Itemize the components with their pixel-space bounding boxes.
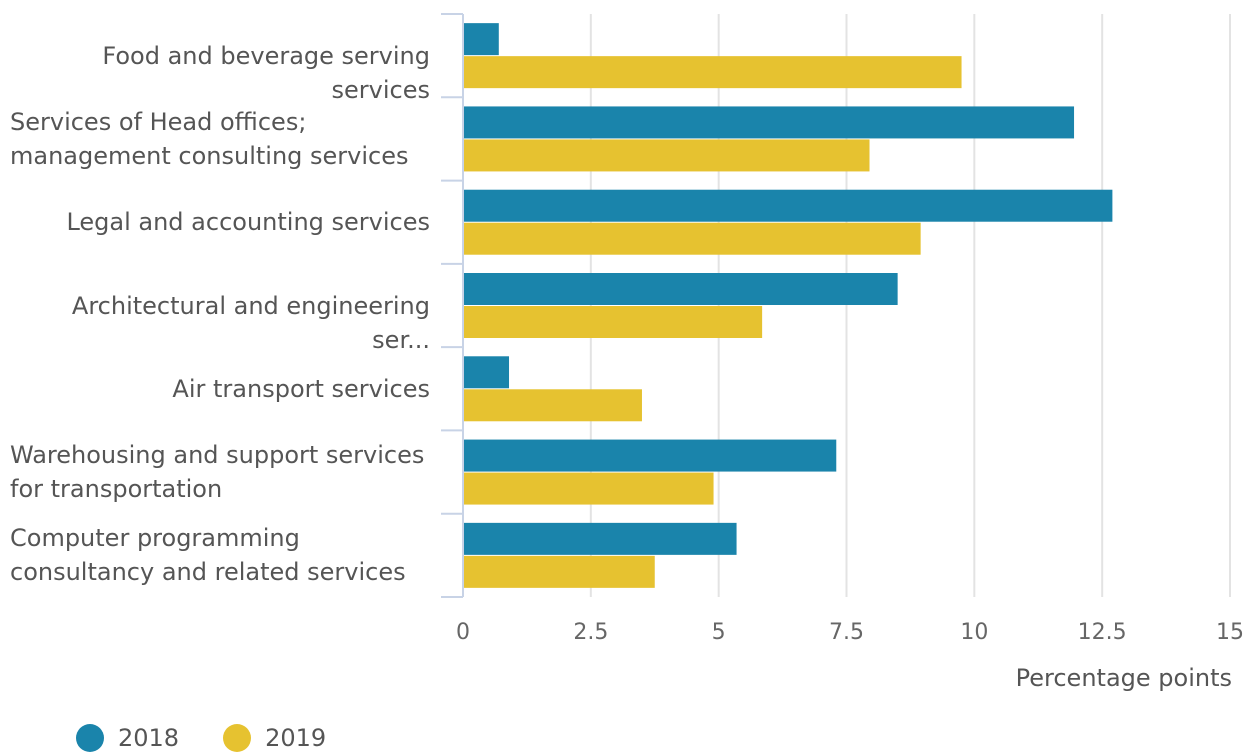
- legend-label-2019: 2019: [265, 724, 327, 752]
- x-axis-title: Percentage points: [1015, 664, 1232, 692]
- category-label-line: Warehousing and support services: [10, 441, 425, 470]
- x-tick-label: 15: [1216, 620, 1244, 645]
- x-tick-label: 0: [456, 620, 470, 645]
- legend: 2018 2019: [76, 724, 370, 752]
- bar-2019[interactable]: [463, 56, 962, 89]
- category-label: Services of Head offices; management cons…: [10, 105, 430, 173]
- x-tick-label: 2.5: [573, 620, 609, 645]
- bar-2018[interactable]: [463, 23, 499, 56]
- y-axis: [441, 13, 464, 598]
- bar-2018[interactable]: [463, 439, 837, 472]
- bar-2019[interactable]: [463, 222, 921, 255]
- category-label-line: for transportation: [10, 475, 223, 504]
- legend-label-2018: 2018: [118, 724, 180, 752]
- bar-2018[interactable]: [463, 106, 1075, 139]
- legend-swatch-2019: [223, 724, 252, 752]
- legend-swatch-2018: [76, 724, 104, 752]
- category-label-line: consultancy and related services: [10, 558, 406, 587]
- category-label-line: Legal and accounting services: [66, 208, 430, 237]
- bar-2018[interactable]: [463, 273, 898, 305]
- category-label-line: Services of Head offices;: [10, 107, 307, 136]
- bar-2019[interactable]: [463, 139, 870, 172]
- x-tick-label: 7.5: [829, 620, 864, 645]
- bars: [463, 23, 1113, 588]
- gridlines: [589, 14, 1231, 597]
- category-label: Food and beverage serving services: [10, 39, 430, 107]
- category-label: Legal and accounting services: [10, 205, 430, 239]
- category-label: Air transport services: [10, 372, 430, 406]
- bar-2019[interactable]: [463, 389, 642, 422]
- bar-2019[interactable]: [463, 472, 714, 505]
- category-label-line: Food and beverage serving services: [102, 41, 430, 104]
- legend-item-2018[interactable]: 2018: [76, 724, 179, 752]
- bar-2019[interactable]: [463, 555, 655, 588]
- category-label-line: management consulting services: [10, 141, 409, 170]
- bar-2019[interactable]: [463, 306, 763, 338]
- category-label: Architectural and engineering ser...: [10, 289, 430, 357]
- x-tick-label: 10: [960, 620, 989, 645]
- bar-2018[interactable]: [463, 522, 737, 555]
- bar-2018[interactable]: [463, 356, 510, 389]
- legend-item-2019[interactable]: 2019: [223, 724, 326, 752]
- category-label-line: Architectural and engineering ser...: [71, 291, 430, 354]
- category-label: Warehousing and support services for tran…: [10, 438, 430, 506]
- bar-2018[interactable]: [463, 189, 1113, 222]
- category-label-line: Air transport services: [172, 374, 430, 403]
- category-label-line: Computer programming: [10, 524, 300, 553]
- x-tick-label: 5: [711, 620, 726, 645]
- category-label: Computer programming consultancy and rela…: [10, 521, 430, 589]
- x-tick-label: 12.5: [1077, 620, 1127, 645]
